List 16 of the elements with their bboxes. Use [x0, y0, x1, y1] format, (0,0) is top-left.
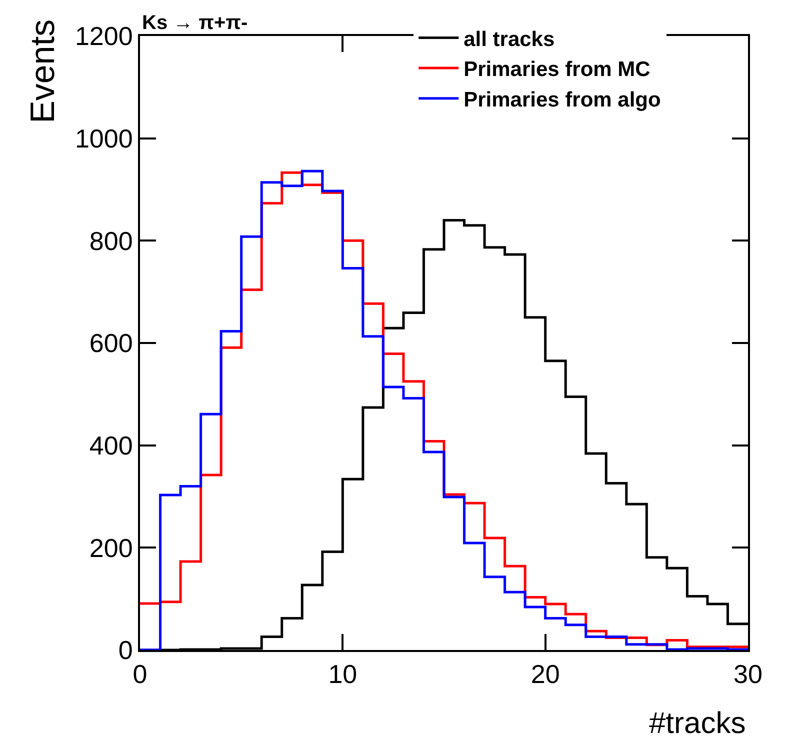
x-axis-title: #tracks: [649, 707, 746, 740]
x-tick-label: 20: [530, 659, 560, 690]
y-tick-label: 600: [89, 328, 133, 358]
y-tick-label: 200: [89, 532, 133, 563]
y-tick-label: 1200: [74, 21, 133, 52]
y-axis-title: Events: [24, 19, 62, 124]
x-tick-label: 10: [328, 659, 358, 690]
legend-label: all tracks: [464, 28, 555, 51]
y-tick-label: 0: [118, 635, 133, 666]
legend-label: Primaries from MC: [464, 58, 650, 82]
y-tick-label: 800: [89, 226, 133, 256]
x-tick-label: 30: [734, 659, 762, 690]
chart-title: Ks → π+π-: [142, 12, 248, 34]
y-tick-label: 1000: [74, 123, 133, 154]
y-tick-label: 400: [89, 430, 133, 460]
legend-label: Primaries from algo: [464, 88, 661, 112]
